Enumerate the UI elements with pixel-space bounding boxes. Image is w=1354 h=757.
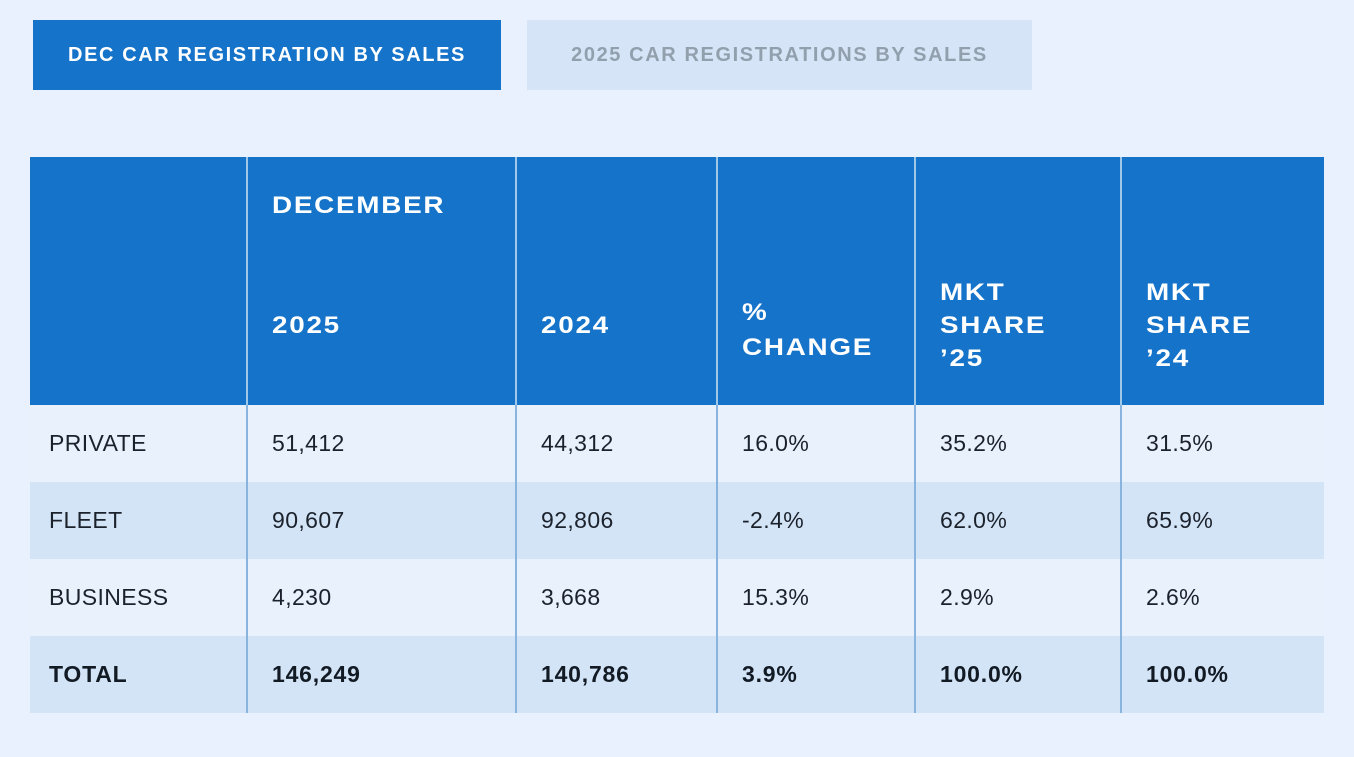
header-cell-2024: 2024 <box>515 157 716 405</box>
cell-dec-2024: 140,786 <box>515 636 716 713</box>
cell-pct-change: 15.3% <box>716 559 914 636</box>
table-row-private: PRIVATE 51,412 44,312 16.0% 35.2% 31.5% <box>30 405 1324 482</box>
cell-dec-2025: 146,249 <box>246 636 515 713</box>
cell-pct-change: 16.0% <box>716 405 914 482</box>
cell-mkt-share-25: 35.2% <box>914 405 1120 482</box>
cell-label: TOTAL <box>49 661 128 687</box>
cell-mkt-share-24: 65.9% <box>1120 482 1324 559</box>
table-row-total: TOTAL 146,249 140,786 3.9% 100.0% 100.0% <box>30 636 1324 713</box>
tab-2025-car-registrations[interactable]: 2025 CAR REGISTRATIONS BY SALES <box>527 20 1032 90</box>
cell-dec-2024: 3,668 <box>515 559 716 636</box>
header-cell-mkt-share-25: MKT SHARE ’25 <box>914 157 1120 405</box>
header-label-2024: 2024 <box>541 312 610 339</box>
cell-pct-change: 3.9% <box>716 636 914 713</box>
cell-label: FLEET <box>49 507 123 533</box>
header-cell-mkt-share-24: MKT SHARE ’24 <box>1120 157 1324 405</box>
cell-dec-2025: 90,607 <box>246 482 515 559</box>
cell-mkt-share-25: 100.0% <box>914 636 1120 713</box>
header-cell-december-2025: DECEMBER 2025 <box>246 157 515 405</box>
cell-mkt-share-25: 2.9% <box>914 559 1120 636</box>
tab-dec-car-registration[interactable]: DEC CAR REGISTRATION BY SALES <box>33 20 501 90</box>
cell-mkt-share-25: 62.0% <box>914 482 1120 559</box>
header-label-mkt-share-25: MKT SHARE ’25 <box>940 279 1047 372</box>
cell-mkt-share-24: 2.6% <box>1120 559 1324 636</box>
header-label-mkt-share-24: MKT SHARE ’24 <box>1146 279 1253 372</box>
cell-label: BUSINESS <box>49 584 169 610</box>
cell-mkt-share-24: 31.5% <box>1120 405 1324 482</box>
header-label-month: DECEMBER <box>272 192 446 219</box>
cell-mkt-share-24: 100.0% <box>1120 636 1324 713</box>
header-label-2025: 2025 <box>272 312 341 339</box>
header-cell-blank <box>30 157 246 405</box>
table-row-business: BUSINESS 4,230 3,668 15.3% 2.9% 2.6% <box>30 559 1324 636</box>
header-label-pct-change: % CHANGE <box>742 299 874 361</box>
cell-dec-2024: 92,806 <box>515 482 716 559</box>
cell-dec-2025: 51,412 <box>246 405 515 482</box>
cell-dec-2024: 44,312 <box>515 405 716 482</box>
header-cell-pct-change: % CHANGE <box>716 157 914 405</box>
table-row-fleet: FLEET 90,607 92,806 -2.4% 62.0% 65.9% <box>30 482 1324 559</box>
cell-dec-2025: 4,230 <box>246 559 515 636</box>
cell-label: PRIVATE <box>49 430 147 456</box>
cell-pct-change: -2.4% <box>716 482 914 559</box>
table-header-row: DECEMBER 2025 2024 % CHANGE MKT SHARE ’2… <box>30 157 1324 405</box>
car-registration-table: DECEMBER 2025 2024 % CHANGE MKT SHARE ’2… <box>30 157 1324 713</box>
